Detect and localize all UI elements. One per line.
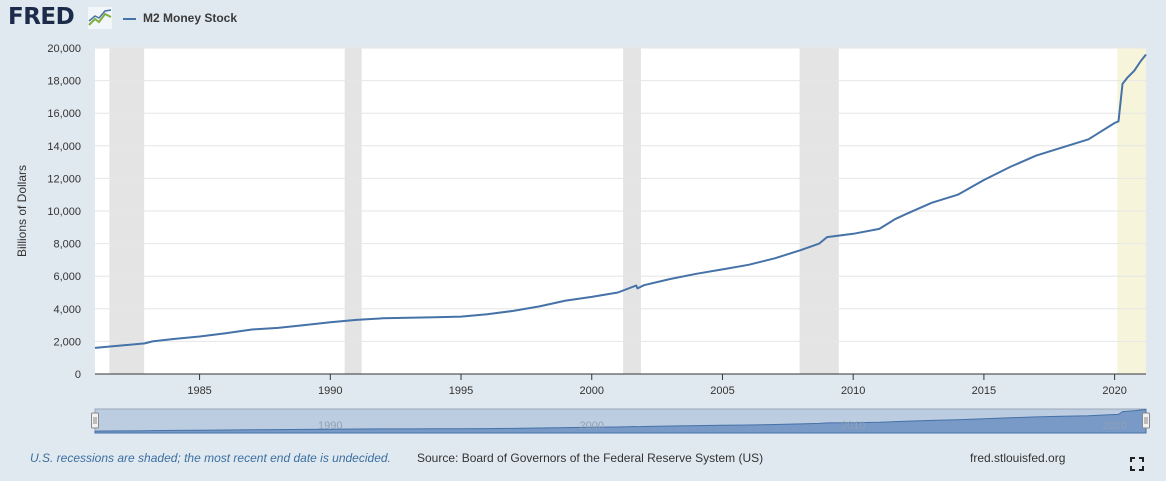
- y-tick-label: 18,000: [47, 76, 81, 88]
- navigator-series: [94, 408, 1147, 434]
- navigator-handle[interactable]: [91, 412, 99, 429]
- source-note: Source: Board of Governors of the Federa…: [417, 451, 764, 465]
- navigator-tick-label: 2000: [579, 420, 603, 432]
- site-link[interactable]: fred.stlouisfed.org: [970, 451, 1066, 465]
- y-tick-label: 2,000: [53, 336, 81, 348]
- x-tick-label: 1995: [449, 385, 473, 397]
- y-tick-label: 20,000: [47, 43, 81, 55]
- x-tick-label: 2020: [1102, 385, 1126, 397]
- y-tick-label: 6,000: [53, 271, 81, 283]
- y-tick-label: 12,000: [47, 173, 81, 185]
- x-tick-label: 2000: [579, 385, 603, 397]
- recession-note: U.S. recessions are shaded; the most rec…: [30, 451, 391, 465]
- fullscreen-icon[interactable]: [1130, 457, 1144, 471]
- legend-series-label: M2 Money Stock: [143, 11, 238, 25]
- x-tick-label: 2015: [972, 385, 996, 397]
- navigator-tick-label: 2010: [841, 420, 865, 432]
- y-tick-label: 8,000: [53, 239, 81, 251]
- y-tick-label: 0: [75, 369, 81, 381]
- y-tick-label: 16,000: [47, 108, 81, 120]
- y-tick-label: 10,000: [47, 206, 81, 218]
- x-tick-label: 2010: [841, 385, 865, 397]
- y-axis-title: Billions of Dollars: [15, 165, 29, 257]
- fred-trend-icon: [88, 7, 112, 29]
- navigator-tick-label: 1990: [318, 420, 342, 432]
- x-tick-label: 2005: [710, 385, 734, 397]
- legend-series-swatch: [123, 18, 136, 20]
- series-line[interactable]: [94, 53, 1147, 349]
- y-tick-label: 14,000: [47, 141, 81, 153]
- chart-header: FRED M2 Money Stock: [0, 0, 1166, 40]
- navigator-tick-label: 2020: [1102, 420, 1126, 432]
- y-tick-label: 4,000: [53, 304, 81, 316]
- x-tick-label: 1990: [318, 385, 342, 397]
- x-tick-label: 1985: [187, 385, 211, 397]
- navigator-handle[interactable]: [1142, 412, 1150, 429]
- fred-logo[interactable]: FRED: [8, 4, 75, 30]
